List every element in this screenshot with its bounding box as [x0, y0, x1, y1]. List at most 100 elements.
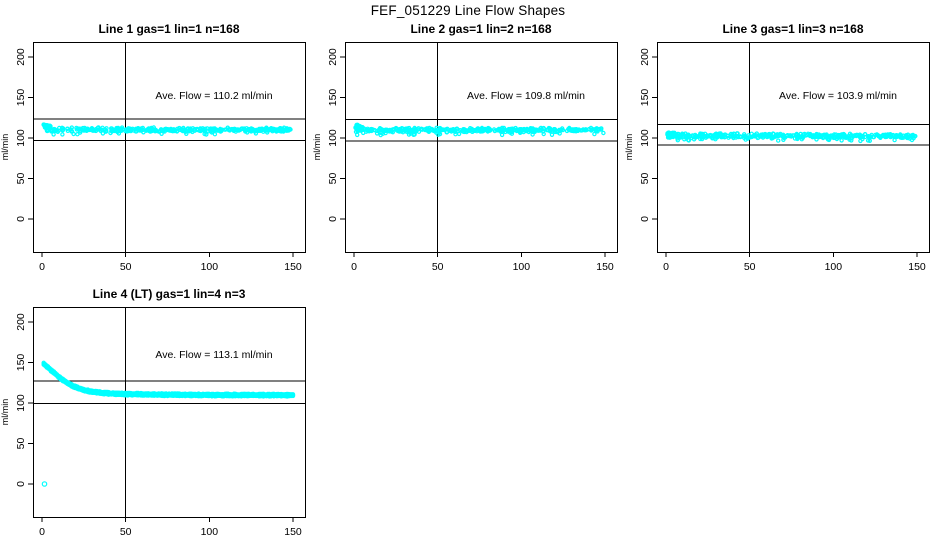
y-tick-label: 100 [15, 129, 27, 147]
data-point [462, 129, 467, 135]
data-point [743, 137, 748, 142]
data-point [588, 125, 594, 131]
data-point [75, 126, 81, 131]
y-axis-unit-label: ml/min [312, 134, 322, 161]
x-tick-label: 100 [825, 261, 843, 273]
data-point [41, 481, 48, 487]
data-point [849, 138, 854, 143]
data-point [785, 132, 790, 138]
data-point [361, 130, 366, 136]
data-point [802, 131, 807, 137]
data-point [824, 135, 830, 140]
data-point [178, 126, 184, 132]
data-point [818, 133, 823, 138]
data-point [511, 126, 516, 132]
data-point [277, 127, 282, 132]
data-point [207, 127, 213, 133]
y-tick-label: 150 [639, 89, 651, 107]
data-point [290, 392, 296, 397]
data-point [521, 129, 526, 135]
y-tick-label: 100 [639, 129, 651, 147]
data-point [281, 129, 286, 134]
data-point [286, 128, 291, 133]
data-point [453, 131, 458, 137]
data-point [185, 127, 190, 132]
panel-1: 0 50 100 150 0 50 100 150 200 ml/min [0, 42, 306, 273]
data-point [573, 128, 579, 134]
data-point [781, 134, 786, 139]
data-point [843, 134, 848, 139]
data-point [174, 129, 180, 134]
data-point [195, 127, 200, 133]
data-point [549, 132, 555, 137]
data-point [109, 126, 115, 131]
data-point [374, 131, 380, 136]
scatter-series [353, 122, 606, 138]
x-tick-label: 150 [596, 261, 614, 273]
x-tick-label: 0 [351, 261, 357, 273]
y-tick-label: 50 [327, 173, 339, 185]
x-tick-label: 50 [120, 261, 132, 273]
data-point [80, 128, 85, 133]
x-tick-label: 100 [513, 261, 531, 273]
data-point [450, 128, 456, 133]
data-point [676, 131, 681, 137]
data-point [59, 125, 65, 131]
data-point [65, 128, 71, 133]
data-point [730, 134, 735, 139]
scatter-series [665, 130, 918, 144]
plot-box [33, 42, 306, 253]
figure-title: FEF_051229 Line Flow Shapes [370, 3, 566, 18]
data-point [242, 127, 247, 132]
data-point [567, 125, 572, 131]
data-point [725, 133, 731, 139]
data-point [830, 133, 835, 138]
data-point [158, 127, 164, 132]
data-point [96, 125, 101, 130]
data-point [854, 132, 859, 138]
data-point [698, 132, 703, 137]
data-point [437, 131, 443, 137]
y-axis-unit-label: ml/min [0, 134, 10, 161]
data-point [86, 127, 91, 132]
y-axis-unit-label: ml/min [0, 399, 10, 426]
data-point [456, 131, 462, 137]
data-point [601, 130, 606, 136]
data-point [135, 127, 140, 132]
data-point [564, 128, 570, 134]
x-tick-label: 50 [120, 526, 132, 538]
data-point [814, 134, 819, 139]
data-point [115, 125, 121, 131]
x-tick-label: 50 [744, 261, 756, 273]
data-point [789, 134, 794, 139]
data-point [734, 133, 740, 139]
panel-3: 0 50 100 150 0 50 100 150 200 ml/min [624, 42, 930, 273]
data-point [760, 134, 766, 140]
y-tick-label: 50 [639, 173, 651, 185]
data-point [849, 132, 854, 138]
data-point [214, 127, 219, 132]
data-point [532, 129, 538, 134]
data-point [690, 133, 695, 138]
data-point [698, 136, 703, 142]
data-point [280, 126, 286, 132]
panel-title-line3: Line 3 gas=1 lin=3 n=168 [722, 22, 864, 36]
data-point [44, 122, 49, 128]
data-point [499, 132, 505, 138]
data-point [237, 127, 243, 133]
data-point [165, 127, 171, 132]
y-tick-label: 50 [15, 438, 27, 450]
data-point [798, 131, 803, 137]
data-point [685, 133, 690, 139]
data-point [907, 136, 913, 141]
data-point [434, 127, 439, 132]
data-point [774, 133, 779, 138]
data-point [116, 131, 122, 136]
data-point [99, 127, 105, 132]
data-point [487, 127, 493, 133]
panel-4: 0 50 100 150 0 50 100 150 200 ml/min [0, 307, 306, 538]
plot-box [33, 307, 306, 518]
panel-2: 0 50 100 150 0 50 100 150 200 ml/min [312, 42, 618, 273]
y-tick-label: 200 [639, 48, 651, 66]
data-point [583, 127, 588, 132]
